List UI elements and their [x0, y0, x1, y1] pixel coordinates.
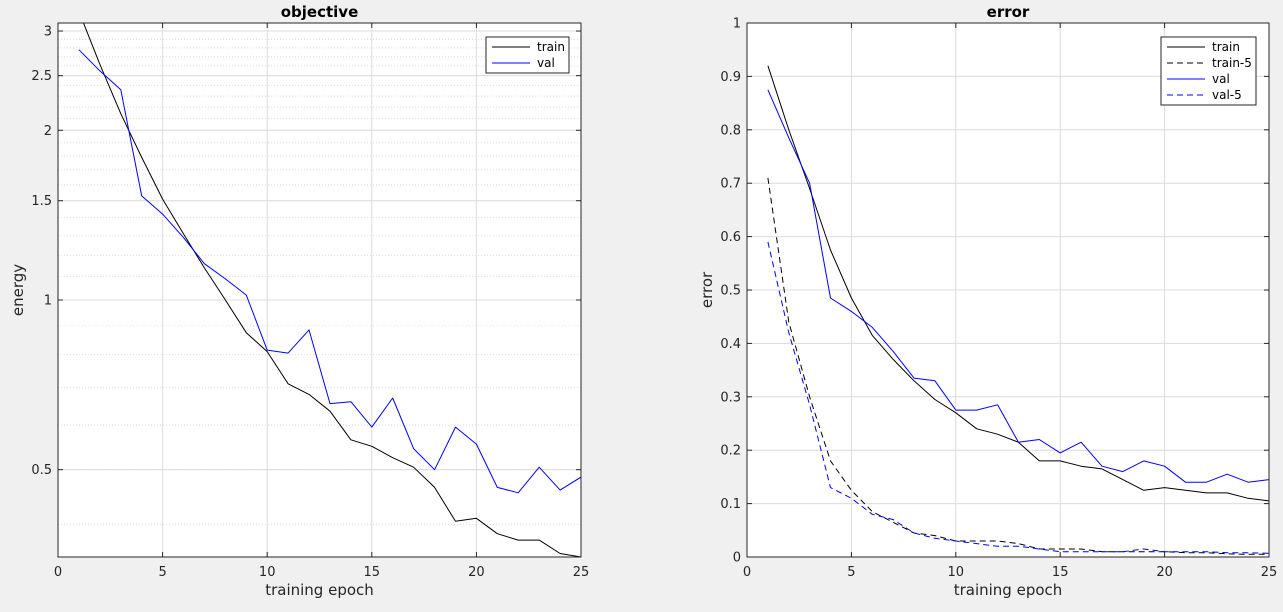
legend: train train-5 val val-5	[1160, 36, 1257, 106]
series-line-val-5	[767, 241, 1269, 554]
y-tick-label: 0.6	[720, 230, 741, 245]
legend: train val	[485, 36, 570, 74]
x-tick-label: 20	[1156, 565, 1173, 580]
legend-label-val-5: val-5	[1212, 88, 1242, 102]
x-tick-label: 5	[847, 565, 855, 580]
x-tick-label: 25	[1261, 565, 1278, 580]
chart-title: objective	[281, 3, 359, 21]
x-tick-label: 10	[259, 565, 276, 580]
x-tick-label: 0	[743, 565, 751, 580]
y-tick-label: 0	[733, 551, 741, 566]
chart-title: error	[987, 3, 1030, 21]
x-axis-label: training epoch	[265, 581, 374, 599]
y-axis-label: energy	[9, 264, 27, 316]
plot-area	[58, 23, 581, 557]
y-tick-label: 0.5	[720, 284, 741, 299]
y-axis-label: error	[698, 271, 716, 308]
y-tick-label: 1.5	[31, 194, 52, 209]
y-tick-label: 0.9	[720, 70, 741, 85]
y-tick-label: 2	[44, 124, 52, 139]
x-tick-label: 15	[1052, 565, 1069, 580]
legend-box	[1160, 36, 1257, 106]
x-tick-label: 0	[54, 565, 62, 580]
y-tick-label: 0.3	[720, 390, 741, 405]
x-tick-label: 5	[158, 565, 166, 580]
x-tick-label: 10	[948, 565, 965, 580]
series-line-val	[78, 49, 581, 494]
y-tick-label: 0.2	[720, 444, 741, 459]
y-tick-label: 1	[44, 293, 52, 308]
y-tick-label: 3	[44, 25, 52, 40]
series-line-train	[82, 23, 581, 557]
legend-label-train: train	[1212, 40, 1240, 54]
x-axis-label: training epoch	[954, 581, 1063, 599]
error-chart: 0 5 10 15 20 25 0 0.1 0.2 0.3 0.4 0.5 0.6 0.7 0.8 0.9 1 e…	[698, 3, 1277, 599]
series-line-val	[767, 89, 1269, 483]
axes-box	[57, 22, 582, 558]
y-tick-label: 0.4	[720, 337, 741, 352]
y-tick-label: 0.8	[720, 123, 741, 138]
legend-label-train-5: train-5	[1212, 56, 1252, 70]
y-tick-label: 0.7	[720, 177, 741, 192]
y-tick-label: 0.1	[720, 497, 741, 512]
legend-label-train: train	[537, 40, 565, 54]
y-tick-label: 0.5	[31, 463, 52, 478]
objective-chart: 0 5 10 15 20 25 0.5 1 1.5 2 2.5 3 objective training …	[9, 3, 589, 599]
x-tick-label: 25	[573, 565, 590, 580]
y-tick-label: 1	[733, 17, 741, 32]
x-tick-label: 20	[468, 565, 485, 580]
legend-box	[485, 36, 570, 74]
legend-label-val: val	[537, 56, 555, 70]
y-tick-label: 2.5	[31, 69, 52, 84]
x-tick-label: 15	[364, 565, 381, 580]
legend-label-val: val	[1212, 72, 1230, 86]
